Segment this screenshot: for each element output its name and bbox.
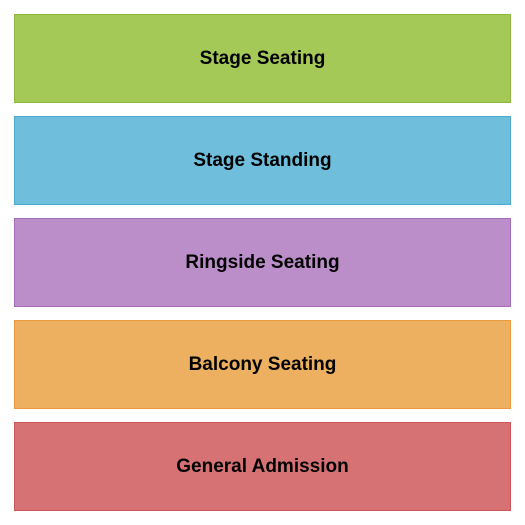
section-balcony-seating[interactable]: Balcony Seating	[14, 320, 511, 409]
section-label: Stage Seating	[200, 48, 326, 70]
section-general-admission[interactable]: General Admission	[14, 422, 511, 511]
seating-chart: Stage Seating Stage Standing Ringside Se…	[0, 0, 525, 525]
section-label: Balcony Seating	[189, 354, 337, 376]
section-stage-seating[interactable]: Stage Seating	[14, 14, 511, 103]
section-label: Stage Standing	[193, 150, 331, 172]
section-label: Ringside Seating	[185, 252, 339, 274]
section-label: General Admission	[176, 456, 348, 478]
section-ringside-seating[interactable]: Ringside Seating	[14, 218, 511, 307]
section-stage-standing[interactable]: Stage Standing	[14, 116, 511, 205]
